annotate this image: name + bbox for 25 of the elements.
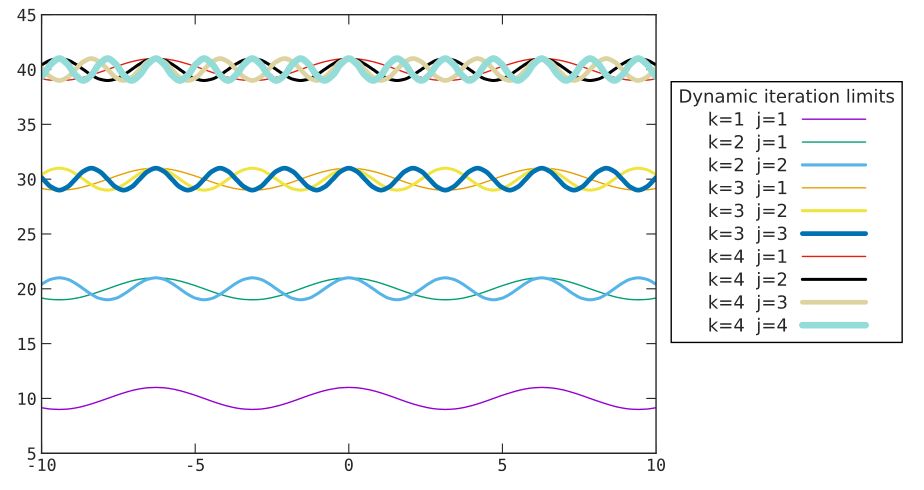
x-tick-label: -10 bbox=[29, 458, 56, 472]
x-tick-label: -5 bbox=[188, 458, 204, 472]
y-tick-label: 45 bbox=[17, 8, 36, 22]
legend-label: k=2 j=1 bbox=[709, 134, 786, 152]
x-tick-label: 10 bbox=[648, 458, 665, 472]
legend-label: k=3 j=1 bbox=[709, 180, 786, 198]
y-tick-label: 20 bbox=[18, 282, 36, 296]
y-tick-label: 25 bbox=[18, 228, 36, 241]
legend-label: k=4 j=4 bbox=[709, 318, 787, 336]
y-tick-label: 30 bbox=[18, 173, 36, 186]
legend-title: Dynamic iteration limits bbox=[680, 88, 894, 106]
y-tick-label: 5 bbox=[28, 447, 36, 460]
y-tick-label: 40 bbox=[17, 64, 36, 76]
legend-label: k=4 j=3 bbox=[709, 294, 787, 312]
x-tick-label: 5 bbox=[498, 458, 506, 472]
legend-label: k=3 j=3 bbox=[709, 226, 787, 244]
legend-label: k=4 j=1 bbox=[709, 249, 786, 267]
x-tick-label: 0 bbox=[344, 458, 353, 472]
y-tick-label: 10 bbox=[18, 392, 36, 406]
y-tick-label: 15 bbox=[18, 338, 36, 350]
legend-label: k=4 j=2 bbox=[709, 272, 786, 290]
y-tick-label: 35 bbox=[18, 118, 36, 131]
legend-label: k=3 j=2 bbox=[709, 203, 786, 221]
legend-label: k=2 j=2 bbox=[709, 158, 786, 176]
legend-label: k=1 j=1 bbox=[709, 112, 786, 130]
